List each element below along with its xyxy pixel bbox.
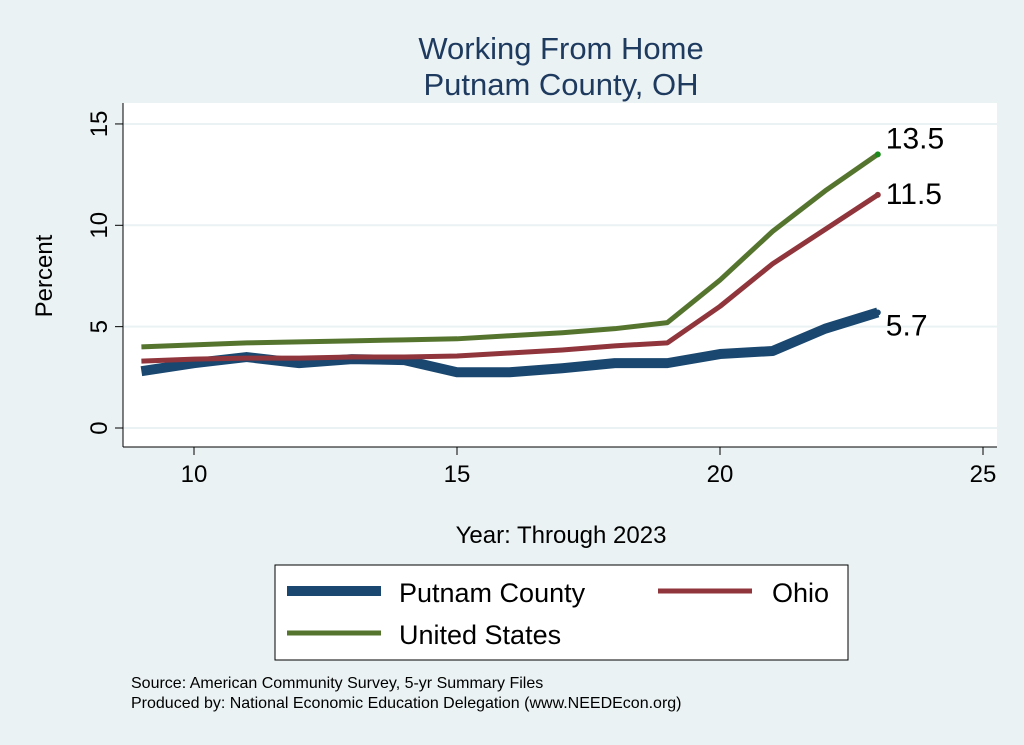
x-tick-label: 10 [181, 461, 208, 488]
x-tick-label: 20 [707, 461, 734, 488]
end-value-label: 11.5 [886, 178, 942, 211]
end-point [874, 151, 881, 158]
y-tick-label: 10 [86, 212, 113, 239]
y-tick-label: 5 [86, 320, 113, 333]
y-tick-label: 15 [86, 111, 113, 138]
x-tick-label: 15 [444, 461, 471, 488]
y-axis-label: Percent [31, 234, 58, 317]
end-value-label: 5.7 [886, 309, 928, 342]
legend-label: United States [399, 620, 561, 650]
y-tick-label: 0 [86, 421, 113, 434]
plot-area [123, 103, 997, 447]
end-point [874, 191, 881, 198]
end-value-label: 13.5 [886, 122, 944, 155]
x-tick-label: 25 [970, 461, 997, 488]
series-line-ohio [141, 192, 880, 364]
end-point [874, 309, 881, 316]
legend-label: Ohio [772, 578, 829, 608]
x-axis-label: Year: Through 2023 [456, 522, 667, 549]
produced-by-note: Produced by: National Economic Education… [131, 695, 682, 712]
chart-title: Working From Home [418, 31, 703, 66]
chart-subtitle: Putnam County, OH [423, 67, 698, 102]
legend-label: Putnam County [399, 578, 586, 608]
legend-box [274, 564, 849, 661]
source-note: Source: American Community Survey, 5-yr … [131, 675, 543, 692]
series-line-united-states [141, 152, 880, 350]
